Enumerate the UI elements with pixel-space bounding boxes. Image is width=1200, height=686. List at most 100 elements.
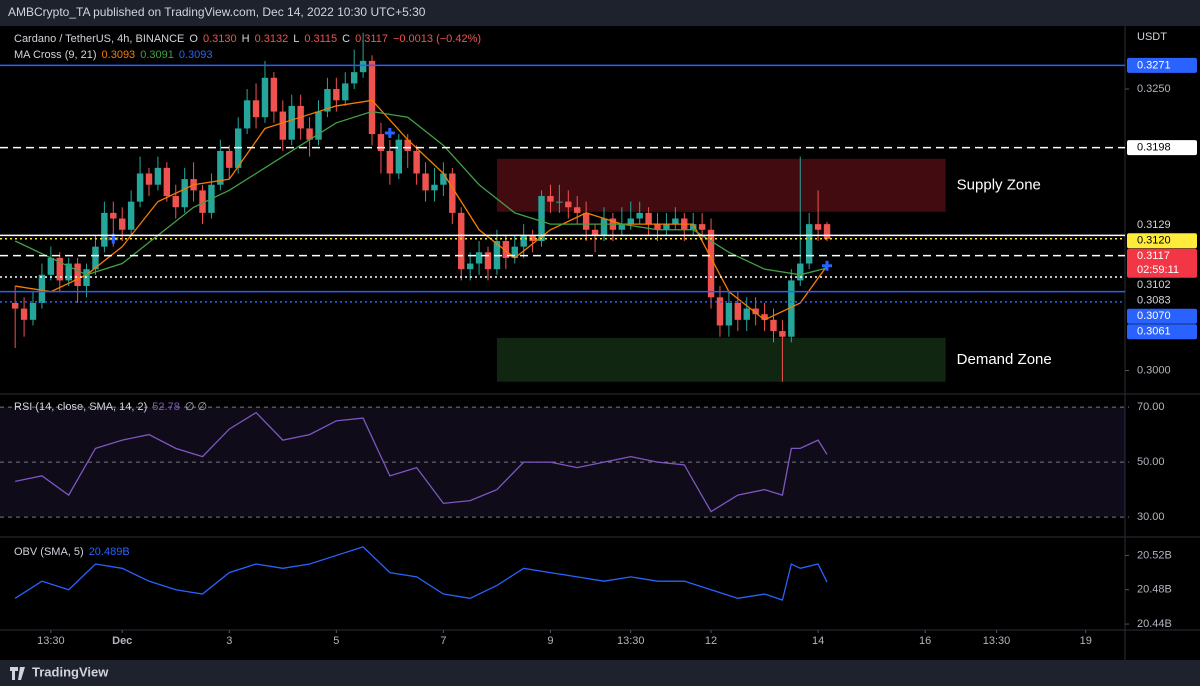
price-badge-label: 0.3102 xyxy=(1137,279,1171,291)
candle-body xyxy=(797,263,804,281)
candle-body xyxy=(689,224,697,230)
candle-body xyxy=(707,229,715,298)
candle-body xyxy=(226,150,233,168)
candle-body xyxy=(520,235,527,247)
price-badge xyxy=(1127,233,1197,249)
legend-text: H xyxy=(242,33,250,45)
candle-body xyxy=(663,224,670,230)
legend-text: 0.3132 xyxy=(255,33,289,45)
price-badge-label: 0.3129 xyxy=(1137,219,1171,231)
legend-text: L xyxy=(293,33,299,45)
legend-text: −0.0013 (−0.42%) xyxy=(393,33,481,45)
candle-body xyxy=(823,224,831,239)
candle-body xyxy=(654,224,661,230)
candle-body xyxy=(779,331,786,337)
legend-text: 0.3093 xyxy=(102,49,136,61)
candle-body xyxy=(538,195,545,242)
legend-text: 20.489B xyxy=(89,546,130,558)
candle-body xyxy=(163,167,171,196)
candle-body xyxy=(92,246,99,270)
price-badge xyxy=(1127,57,1197,73)
candle-body xyxy=(618,224,626,230)
legend-text: RSI (14, close, SMA, 14, 2) xyxy=(14,401,147,413)
y-tick-label: 20.52B xyxy=(1137,549,1172,561)
candle-body xyxy=(359,60,367,73)
candle-body xyxy=(101,212,108,247)
y-tick-label: 20.48B xyxy=(1137,584,1172,596)
zone xyxy=(496,158,946,212)
candle-body xyxy=(449,173,456,213)
cross-marker xyxy=(822,260,833,271)
candle-body xyxy=(279,111,287,140)
candle-body xyxy=(547,195,554,202)
candle-body xyxy=(404,139,411,151)
candle-body xyxy=(529,235,536,242)
price-badge-label: 0.3271 xyxy=(1137,59,1171,71)
x-tick-label: 3 xyxy=(226,635,232,647)
candle-body xyxy=(252,100,260,118)
legend-text: MA Cross (9, 21) xyxy=(14,49,97,61)
candle-body xyxy=(29,302,37,320)
candle-body xyxy=(350,72,358,84)
candle-body xyxy=(127,201,135,230)
legend-text: Cardano / TetherUS, 4h, BINANCE xyxy=(14,33,184,45)
candle-body xyxy=(315,111,322,140)
candle-body xyxy=(672,218,679,225)
candle-body xyxy=(243,100,251,129)
y-tick-label: 30.00 xyxy=(1137,511,1165,523)
candle-body xyxy=(761,314,768,320)
candle-body xyxy=(431,184,438,191)
x-tick-label: 5 xyxy=(333,635,339,647)
publisher: AMBCrypto_TA published on TradingView.co… xyxy=(8,5,426,19)
candle-body xyxy=(725,302,733,326)
ma-line xyxy=(14,110,828,276)
indicator-line xyxy=(14,546,828,601)
candle-body xyxy=(333,89,340,101)
x-tick-label: 13:30 xyxy=(617,635,645,647)
header-bar xyxy=(0,0,1200,26)
x-tick-label: 13:30 xyxy=(37,635,65,647)
candle-body xyxy=(386,150,394,174)
candle-body xyxy=(814,224,822,230)
legend-text: ∅ ∅ xyxy=(185,401,207,413)
candle-body xyxy=(511,246,518,258)
legend-text: C xyxy=(342,33,350,45)
candle-body xyxy=(475,252,483,264)
candle-body xyxy=(556,201,563,203)
price-badge-label: 0.3061 xyxy=(1137,326,1171,338)
legend-text: O xyxy=(189,33,198,45)
candle-body xyxy=(288,105,295,140)
candle-body xyxy=(11,302,19,309)
candle-body xyxy=(74,263,81,287)
legend-text: OBV (SMA, 5) xyxy=(14,546,84,558)
x-tick-label: 9 xyxy=(547,635,553,647)
x-tick-label: Dec xyxy=(112,635,132,647)
x-tick-label: 12 xyxy=(705,635,717,647)
candle-body xyxy=(413,150,420,174)
zone-label: Supply Zone xyxy=(957,176,1041,193)
footer-bar xyxy=(0,660,1200,686)
candle-body xyxy=(119,218,126,230)
candle-body xyxy=(422,173,429,191)
price-badge xyxy=(1127,308,1197,324)
candle-body xyxy=(440,173,447,185)
price-badge-label: 0.3198 xyxy=(1137,141,1171,153)
zone xyxy=(496,337,946,382)
legend-text: 0.3091 xyxy=(140,49,174,61)
price-badge-label: 0.3083 xyxy=(1137,295,1171,307)
y-tick-label: 50.00 xyxy=(1137,456,1165,468)
candle-body xyxy=(65,263,72,281)
candle-body xyxy=(181,179,188,208)
candle-body xyxy=(645,212,652,225)
price-badge xyxy=(1127,248,1197,278)
brand: TradingView xyxy=(32,664,109,679)
candle-body xyxy=(716,297,724,326)
candle-body xyxy=(788,280,795,337)
y-tick-label: 20.44B xyxy=(1137,618,1172,630)
candle-body xyxy=(805,224,813,264)
logo xyxy=(10,667,25,680)
x-tick-label: 13:30 xyxy=(983,635,1011,647)
candle-body xyxy=(145,173,153,185)
candle-body xyxy=(217,150,224,185)
